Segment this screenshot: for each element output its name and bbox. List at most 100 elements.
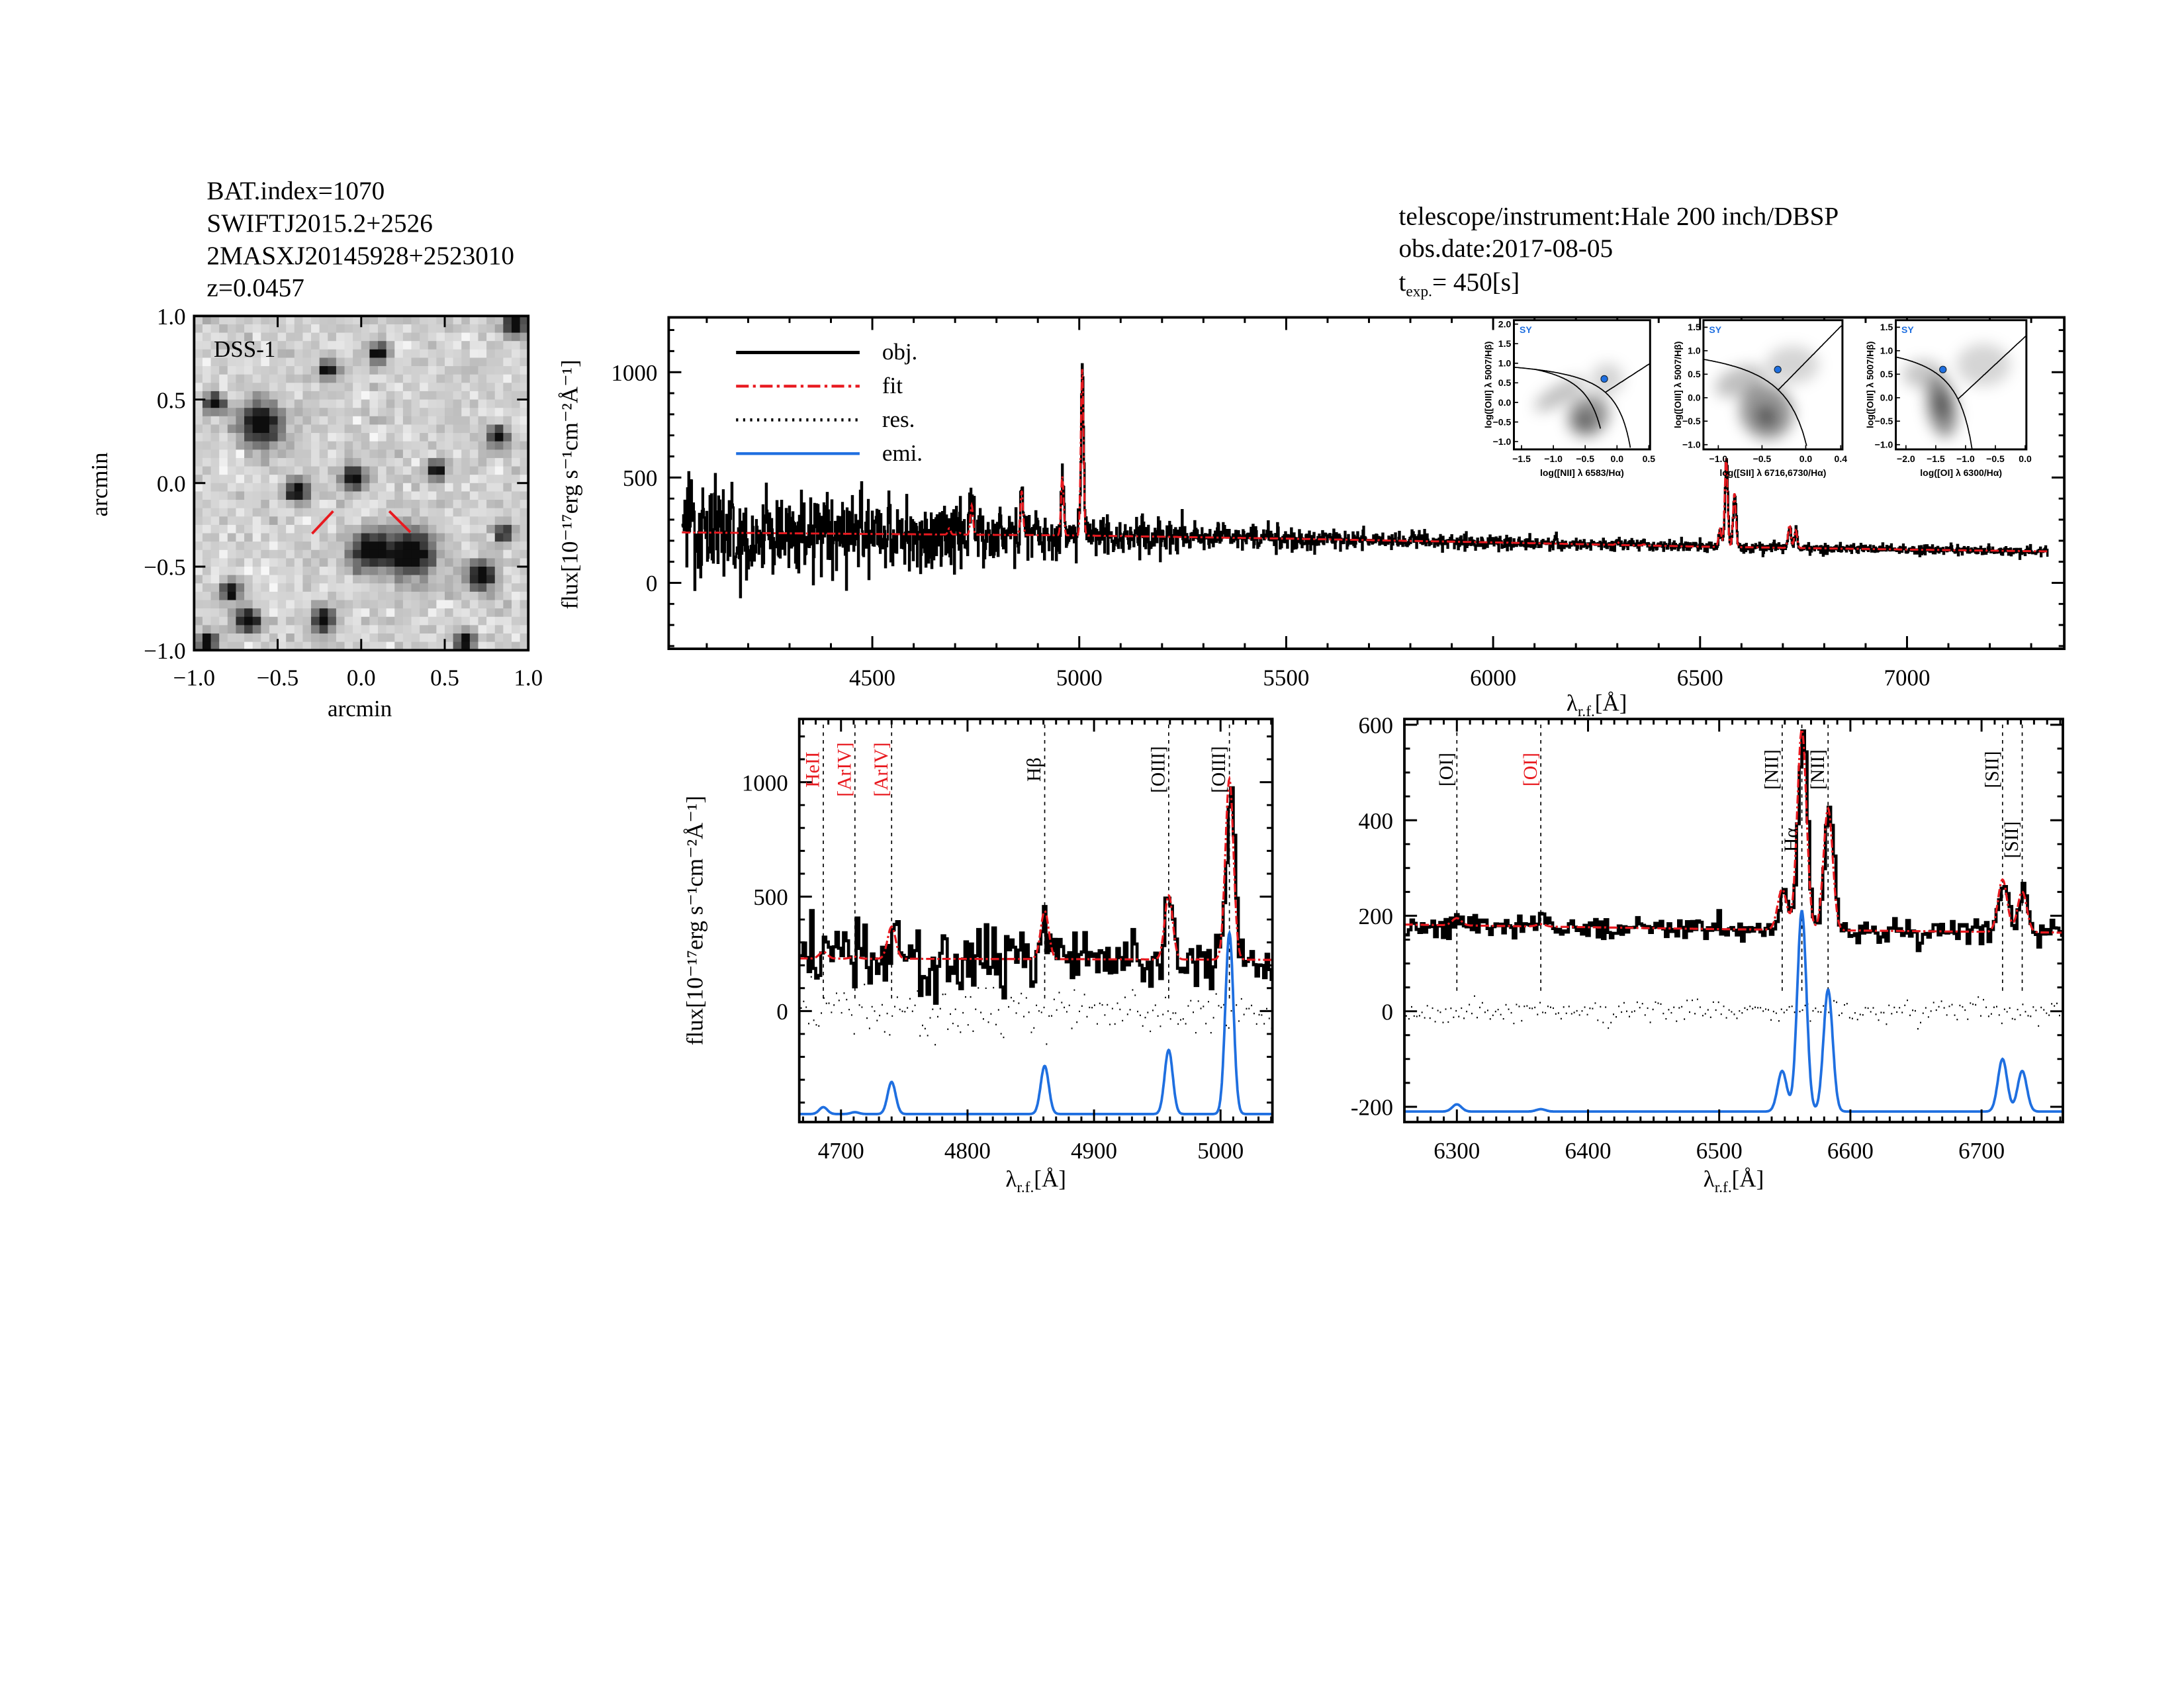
image-pixel [520, 633, 529, 643]
image-pixel [445, 441, 454, 450]
x-label-symbol: λ [1005, 1166, 1017, 1192]
image-pixel [311, 391, 320, 400]
image-pixel [202, 449, 212, 459]
y-axis-label: log([OIII] λ 5007/Hβ) [1672, 342, 1683, 428]
image-pixel [244, 558, 253, 567]
image-pixel [402, 600, 412, 609]
image-pixel [277, 567, 287, 576]
image-pixel [469, 475, 479, 484]
legend-label: emi. [882, 440, 923, 466]
image-pixel [402, 483, 412, 492]
image-pixel [328, 516, 337, 526]
image-pixel [453, 316, 462, 325]
image-pixel [469, 500, 479, 509]
image-pixel [344, 349, 353, 359]
image-pixel [511, 424, 521, 434]
image-pixel [328, 500, 337, 509]
image-pixel [394, 500, 404, 509]
image-pixel [219, 625, 228, 634]
image-pixel [194, 466, 203, 475]
image-pixel [202, 475, 212, 484]
image-pixel [511, 399, 521, 408]
image-pixel [286, 616, 295, 626]
image-pixel [469, 357, 479, 367]
image-pixel [302, 449, 312, 459]
image-pixel [261, 433, 270, 442]
image-pixel [478, 399, 487, 408]
image-pixel [261, 558, 270, 567]
image-pixel [261, 633, 270, 643]
image-pixel [420, 633, 429, 643]
image-pixel [252, 541, 261, 551]
image-pixel [194, 483, 203, 492]
image-pixel [386, 341, 395, 350]
image-pixel [411, 424, 420, 434]
x-axis-label: λr.f.[Å] [1704, 1166, 1764, 1196]
image-pixel [411, 408, 420, 417]
image-pixel [294, 500, 304, 509]
image-pixel [386, 357, 395, 367]
image-pixel [311, 516, 320, 526]
image-pixel [227, 483, 237, 492]
image-pixel [294, 524, 304, 534]
image-pixel [394, 399, 404, 408]
image-pixel [486, 600, 496, 609]
image-pixel [328, 541, 337, 551]
image-pixel [269, 516, 279, 526]
image-pixel [394, 608, 404, 618]
image-pixel [503, 641, 512, 651]
image-pixel [453, 549, 462, 559]
image-pixel [302, 575, 312, 584]
image-pixel [394, 475, 404, 484]
x-tick-label: 0.5 [1643, 453, 1656, 464]
image-pixel [286, 349, 295, 359]
image-pixel [353, 541, 362, 551]
image-pixel [344, 600, 353, 609]
image-pixel [411, 399, 420, 408]
image-pixel [420, 466, 429, 475]
image-pixel [202, 558, 212, 567]
image-pixel [353, 483, 362, 492]
image-pixel [511, 625, 521, 634]
image-pixel [336, 399, 345, 408]
bpt-diagram-3: SY−2.0 −1.5 −1.0 −0.5 0.01.51.00.50.0−0.5−1.… [1865, 319, 2032, 478]
image-pixel [227, 549, 237, 559]
image-pixel [236, 349, 245, 359]
image-pixel [402, 383, 412, 392]
image-pixel [319, 591, 328, 601]
image-pixel [394, 408, 404, 417]
image-pixel [469, 408, 479, 417]
image-pixel [194, 366, 203, 375]
x-axis-label: log([OI] λ 6300/Hα) [1920, 467, 2002, 478]
image-pixel [302, 332, 312, 342]
image-pixel [420, 324, 429, 334]
image-pixel [486, 475, 496, 484]
image-pixel [328, 608, 337, 618]
image-pixel [453, 399, 462, 408]
image-pixel [277, 633, 287, 643]
image-pixel [394, 332, 404, 342]
image-pixel [336, 475, 345, 484]
image-pixel [311, 366, 320, 375]
image-pixel [386, 424, 395, 434]
image-pixel [202, 633, 212, 643]
image-pixel [428, 491, 437, 500]
image-pixel [486, 483, 496, 492]
image-pixel [294, 516, 304, 526]
image-pixel [286, 408, 295, 417]
image-pixel [411, 516, 420, 526]
image-pixel [386, 516, 395, 526]
image-pixel [194, 324, 203, 334]
image-pixel [227, 616, 237, 626]
x-tick-label: 6500 [1696, 1138, 1743, 1164]
image-pixel [494, 591, 504, 601]
line-label: [NII] [1761, 749, 1782, 790]
image-pixel [302, 457, 312, 467]
image-pixel [277, 524, 287, 534]
image-pixel [336, 625, 345, 634]
image-pixel [461, 374, 471, 383]
image-pixel [269, 625, 279, 634]
image-pixel [453, 391, 462, 400]
image-pixel [311, 441, 320, 450]
image-pixel [428, 575, 437, 584]
